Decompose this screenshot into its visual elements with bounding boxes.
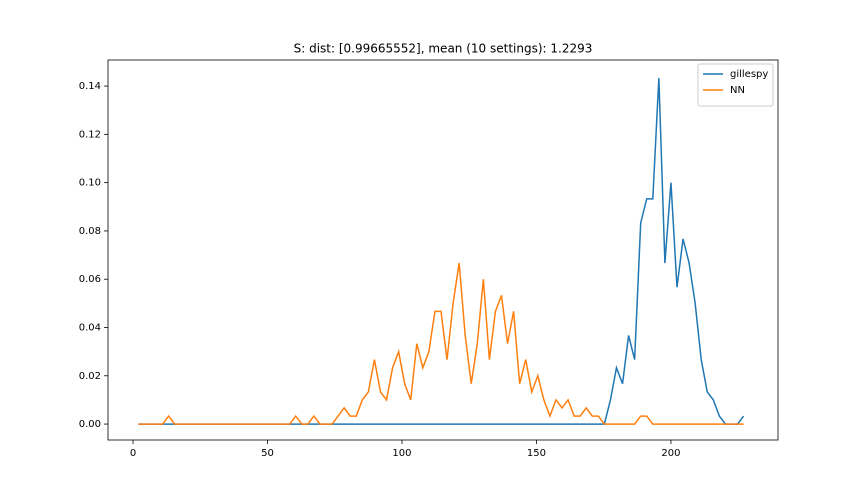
series-line [138, 262, 744, 425]
x-tick-label: 0 [130, 448, 136, 459]
y-tick-label: 0.12 [79, 129, 101, 140]
y-tick-label: 0.00 [79, 419, 101, 430]
x-tick-label: 100 [392, 448, 411, 459]
y-tick-label: 0.14 [79, 81, 101, 92]
x-tick-label: 150 [527, 448, 546, 459]
legend-label: NN [730, 85, 745, 96]
y-tick-label: 0.06 [79, 274, 101, 285]
plot-frame [107, 59, 779, 441]
legend-label: gillespy [730, 69, 768, 80]
y-tick-label: 0.08 [79, 226, 101, 237]
chart-title: S: dist: [0.99665552], mean (10 settings… [294, 42, 593, 56]
y-tick-label: 0.10 [79, 178, 101, 189]
x-tick-label: 50 [261, 448, 274, 459]
x-tick-label: 200 [661, 448, 680, 459]
y-tick-label: 0.02 [79, 371, 101, 382]
y-tick-label: 0.04 [79, 322, 101, 333]
